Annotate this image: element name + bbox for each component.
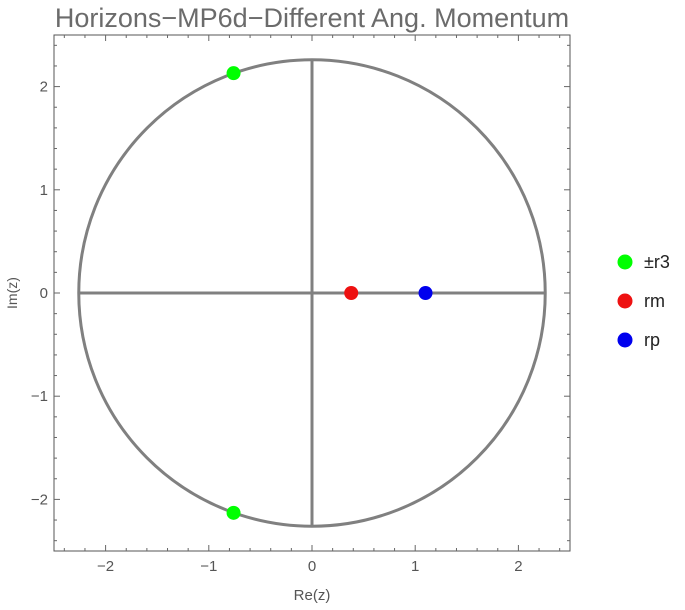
point-r3: [226, 66, 241, 81]
legend-label: ±r3: [644, 252, 670, 272]
ticks-layer: −2 −1 0 1 2 −2 −1 0 1 2: [31, 35, 570, 575]
legend-marker: [617, 332, 633, 348]
x-tick-label: 0: [308, 558, 316, 575]
y-tick-label: 0: [40, 285, 48, 302]
y-tick-label: 2: [40, 79, 48, 96]
legend-label: rm: [644, 291, 665, 311]
chart-title: Horizons−MP6d−Different Ang. Momentum: [55, 3, 569, 33]
legend-marker: [617, 254, 633, 270]
point-r3: [226, 505, 241, 520]
legend-marker: [617, 293, 633, 309]
legend-label: rp: [644, 330, 660, 350]
legend: ±r3 rm rp: [617, 252, 670, 350]
points-layer: [226, 66, 433, 520]
point-rp: [418, 286, 433, 300]
point-rm: [344, 286, 359, 300]
x-tick-label: −1: [200, 558, 217, 575]
x-tick-label: −2: [97, 558, 114, 575]
y-tick-label: −2: [31, 491, 48, 508]
y-tick-label: 1: [40, 182, 48, 199]
x-tick-label: 1: [411, 558, 419, 575]
y-tick-label: −1: [31, 388, 48, 405]
y-axis-label: Im(z): [4, 277, 20, 309]
x-axis-label: Re(z): [294, 587, 331, 604]
reference-curves: [77, 58, 547, 528]
x-tick-label: 2: [514, 558, 522, 575]
